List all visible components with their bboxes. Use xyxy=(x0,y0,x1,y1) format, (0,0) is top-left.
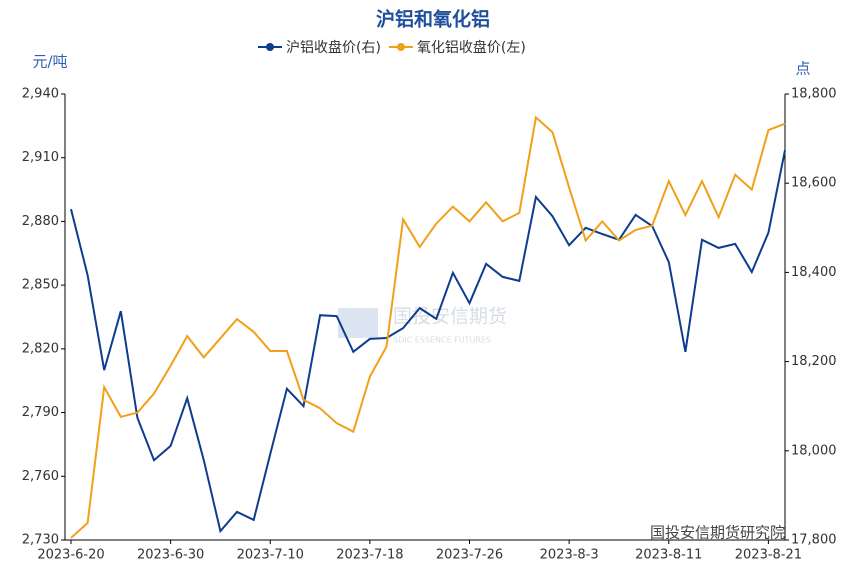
watermark-text: 国投安信期货 xyxy=(393,306,507,328)
y2-tick-label: 18,400 xyxy=(791,265,837,280)
x-tick-label: 2023-8-11 xyxy=(635,548,702,563)
y2-tick-label: 18,800 xyxy=(791,87,837,102)
x-tick-label: 2023-7-10 xyxy=(237,548,304,563)
series-line xyxy=(70,115,786,539)
y-tick-label: 2,940 xyxy=(22,87,59,102)
y-tick-label: 2,910 xyxy=(22,150,59,165)
y-tick-label: 2,820 xyxy=(22,341,59,356)
y-tick-label: 2,730 xyxy=(22,533,59,548)
legend-marker xyxy=(266,43,274,51)
x-tick-label: 2023-7-26 xyxy=(436,548,503,563)
legend-label: 氧化铝收盘价(左) xyxy=(417,39,526,56)
watermark: 国投安信期货 SDIC ESSENCE FUTURES xyxy=(338,306,507,345)
y2-axis-label: 点 xyxy=(795,60,810,78)
watermark-subtext: SDIC ESSENCE FUTURES xyxy=(393,336,491,345)
y-tick-label: 2,880 xyxy=(22,214,59,229)
y2-tick-label: 18,600 xyxy=(791,176,837,191)
y-tick-label: 2,790 xyxy=(22,405,59,420)
x-tick-label: 2023-6-30 xyxy=(137,548,204,563)
series-line xyxy=(70,150,786,534)
x-tick-label: 2023-8-21 xyxy=(735,548,802,563)
x-tick-label: 2023-7-18 xyxy=(336,548,403,563)
y2-tick-label: 18,000 xyxy=(791,443,837,458)
chart-title: 沪铝和氧化铝 xyxy=(376,8,490,31)
y-tick-label: 2,850 xyxy=(22,278,59,293)
y-axis-label: 元/吨 xyxy=(32,53,67,71)
legend-marker xyxy=(396,43,405,51)
x-tick-label: 2023-6-20 xyxy=(37,548,104,563)
x-tick-label: 2023-8-3 xyxy=(540,548,599,563)
y2-tick-label: 18,200 xyxy=(791,354,837,369)
y2-tick-label: 17,800 xyxy=(791,533,837,548)
source: 国投安信期货研究院 xyxy=(650,524,785,542)
y-tick-label: 2,760 xyxy=(22,469,59,484)
legend-label: 沪铝收盘价(右) xyxy=(286,39,381,56)
